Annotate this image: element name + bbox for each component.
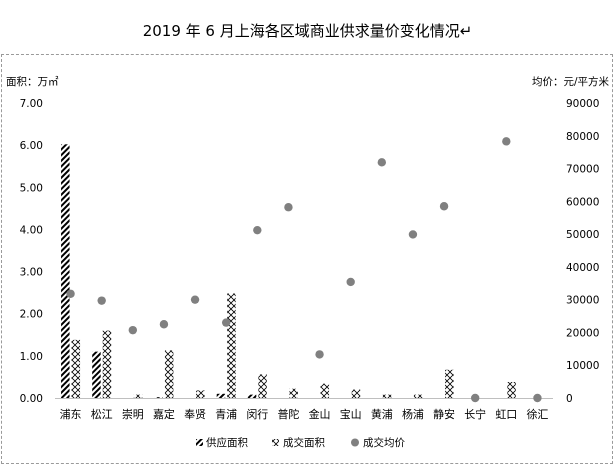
left-tick-label: 1.00 bbox=[20, 351, 43, 363]
avg-price-point bbox=[470, 393, 480, 403]
right-tick-label: 60000 bbox=[566, 196, 599, 208]
avg-price-point bbox=[128, 325, 138, 335]
avg-price-point bbox=[439, 202, 449, 211]
avg-price-point bbox=[502, 137, 511, 146]
right-y-axis-ticks: 0 10000 20000 30000 40000 50000 60000 70000 8000… bbox=[566, 98, 599, 405]
chart-frame bbox=[1, 54, 613, 464]
left-tick-label: 2.00 bbox=[20, 309, 43, 321]
deal-area-bar bbox=[289, 388, 298, 398]
deal-area-bar bbox=[227, 293, 236, 398]
right-tick-label: 20000 bbox=[566, 327, 599, 339]
legend-swatch-supply bbox=[196, 439, 203, 446]
left-y-axis-ticks: 0.00 1.00 2.00 3.00 4.00 5.00 6.00 7.00 bbox=[20, 98, 43, 405]
deal-area-bar bbox=[507, 381, 516, 398]
deal-area-bar bbox=[196, 390, 205, 398]
avg-price-point bbox=[97, 296, 106, 305]
category-label: 闵行 bbox=[246, 407, 268, 421]
avg-price-point bbox=[377, 158, 387, 167]
left-tick-label: 0.00 bbox=[20, 393, 43, 405]
category-label: 普陀 bbox=[277, 407, 299, 421]
avg-price-point bbox=[533, 393, 542, 403]
avg-price-point bbox=[159, 320, 169, 329]
left-tick-label: 7.00 bbox=[20, 98, 43, 110]
supply-area-bar bbox=[247, 394, 257, 398]
left-tick-label: 6.00 bbox=[20, 140, 43, 152]
deal-area-bar bbox=[133, 394, 143, 398]
deal-area-bar bbox=[71, 339, 81, 398]
deal-area-bar bbox=[164, 350, 174, 398]
legend-swatch-price bbox=[351, 438, 359, 447]
category-label: 崇明 bbox=[122, 408, 144, 421]
left-axis-unit: 面积：万㎡ bbox=[6, 76, 59, 88]
left-tick-label: 3.00 bbox=[20, 267, 43, 279]
avg-price-point bbox=[315, 350, 324, 359]
deal-area-bar bbox=[382, 394, 392, 398]
deal-area-bar bbox=[413, 394, 423, 398]
right-tick-label: 0 bbox=[566, 393, 573, 405]
deal-area-bar bbox=[351, 389, 361, 398]
x-axis-labels: 浦东 松江 崇明 嘉定 奉贤 青浦 闵行 普陀 金山 宝山 黄浦 杨浦 静安 长宁 虹口 徐汇 bbox=[60, 407, 549, 421]
category-label: 宝山 bbox=[340, 407, 362, 421]
right-tick-label: 40000 bbox=[566, 262, 599, 274]
supply-area-bar bbox=[154, 397, 163, 398]
right-tick-label: 10000 bbox=[566, 360, 599, 372]
left-tick-label: 5.00 bbox=[20, 182, 43, 194]
supply-area-bar bbox=[216, 393, 226, 398]
bars-layer bbox=[55, 144, 553, 399]
legend: 供应面积 成交面积 成交均价 bbox=[196, 436, 405, 449]
category-label: 虹口 bbox=[495, 408, 517, 421]
avg-price-point bbox=[221, 318, 231, 327]
deal-area-bar bbox=[258, 374, 267, 398]
price-dots-layer bbox=[66, 137, 542, 403]
avg-price-point bbox=[408, 230, 418, 239]
avg-price-point bbox=[190, 295, 200, 304]
legend-label-price: 成交均价 bbox=[363, 436, 405, 449]
category-label: 金山 bbox=[309, 407, 331, 421]
right-tick-label: 50000 bbox=[566, 229, 599, 241]
right-axis-unit: 均价：元/平方米 bbox=[531, 76, 609, 88]
avg-price-point bbox=[253, 225, 262, 235]
legend-swatch-deal bbox=[272, 439, 279, 446]
category-label: 徐汇 bbox=[526, 407, 548, 421]
right-tick-label: 70000 bbox=[566, 164, 599, 176]
category-label: 黄浦 bbox=[371, 407, 393, 421]
right-tick-label: 80000 bbox=[566, 131, 599, 143]
category-label: 嘉定 bbox=[153, 407, 175, 421]
category-label: 静安 bbox=[433, 407, 455, 421]
legend-label-supply: 供应面积 bbox=[206, 436, 248, 449]
avg-price-point bbox=[284, 203, 293, 212]
category-label: 奉贤 bbox=[184, 407, 206, 421]
avg-price-point bbox=[346, 277, 355, 287]
category-label: 浦东 bbox=[60, 408, 82, 421]
chart-title: 2019 年 6 月上海各区域商业供求量价变化情况↵ bbox=[142, 22, 473, 40]
right-tick-label: 90000 bbox=[566, 98, 599, 110]
avg-price-point bbox=[66, 289, 75, 298]
supply-area-bar bbox=[92, 351, 101, 398]
right-tick-label: 30000 bbox=[566, 295, 599, 307]
left-tick-label: 4.00 bbox=[20, 224, 43, 236]
category-label: 杨浦 bbox=[402, 407, 424, 421]
legend-label-deal: 成交面积 bbox=[283, 436, 325, 449]
deal-area-bar bbox=[320, 383, 330, 398]
deal-area-bar bbox=[102, 330, 112, 398]
category-label: 青浦 bbox=[215, 408, 237, 421]
category-label: 松江 bbox=[91, 407, 113, 421]
category-label: 长宁 bbox=[464, 407, 486, 421]
deal-area-bar bbox=[445, 369, 454, 398]
supply-area-bar bbox=[61, 144, 70, 398]
